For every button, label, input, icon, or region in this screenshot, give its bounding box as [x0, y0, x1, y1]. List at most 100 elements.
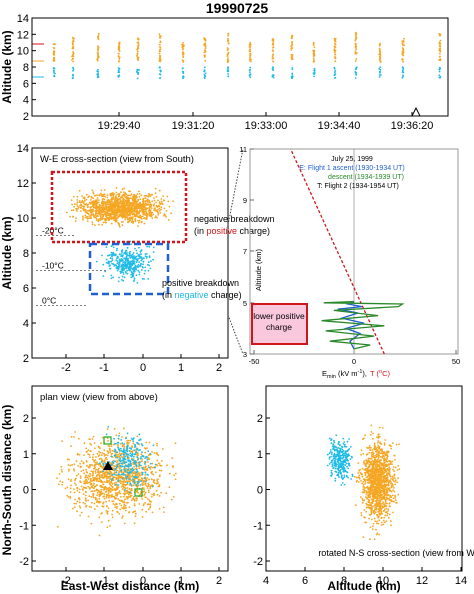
source-point [368, 451, 371, 454]
source-point [130, 197, 133, 200]
source-point [373, 448, 376, 451]
source-point [98, 454, 101, 456]
source-point [93, 442, 96, 444]
source-point [390, 478, 392, 480]
source-point [380, 486, 382, 489]
source-point [148, 255, 151, 258]
source-point [92, 456, 94, 458]
source-point [378, 436, 381, 438]
source-point [122, 194, 125, 196]
source-point [134, 446, 136, 448]
source-point [80, 511, 83, 514]
source-point [102, 483, 104, 485]
source-point [97, 76, 100, 78]
source-point [95, 456, 97, 458]
source-point [158, 495, 161, 497]
source-point [291, 44, 294, 46]
source-point [144, 465, 147, 468]
source-point [85, 478, 88, 481]
source-point [388, 502, 391, 504]
source-point [313, 67, 316, 70]
source-point [249, 68, 252, 71]
source-point [90, 470, 93, 473]
source-point [136, 480, 139, 483]
source-point [123, 478, 125, 481]
source-point [148, 478, 151, 481]
source-point [153, 199, 156, 202]
source-point [354, 42, 357, 45]
source-point [92, 494, 95, 497]
source-point [182, 77, 184, 80]
source-point [126, 246, 129, 249]
source-point [145, 211, 148, 213]
source-point [380, 479, 383, 481]
source-point [70, 445, 72, 448]
source-point [88, 453, 91, 456]
source-point [360, 512, 363, 514]
source-point [118, 480, 121, 483]
source-point [153, 204, 155, 207]
source-point [355, 74, 358, 76]
source-point [166, 195, 169, 198]
source-point [158, 463, 161, 465]
source-point [82, 205, 84, 208]
source-point [76, 210, 78, 212]
source-point [105, 258, 108, 261]
source-point [127, 469, 129, 471]
source-point [125, 271, 127, 274]
source-point [132, 511, 134, 514]
source-point [115, 481, 117, 484]
source-point [150, 496, 153, 498]
source-point [89, 483, 92, 486]
source-point [392, 485, 394, 487]
source-point [53, 71, 55, 74]
source-point [204, 59, 207, 62]
source-point [84, 494, 87, 497]
source-point [402, 44, 404, 46]
source-point [152, 481, 155, 483]
source-point [93, 502, 96, 505]
source-point [384, 500, 387, 503]
source-point [141, 458, 144, 460]
source-point [122, 273, 125, 275]
source-point [159, 464, 162, 467]
source-point [105, 212, 108, 214]
source-point [105, 500, 107, 503]
source-point [249, 48, 252, 51]
source-point [133, 503, 136, 505]
source-point [70, 199, 73, 202]
source-point [101, 213, 104, 216]
source-point [107, 212, 110, 215]
source-point [90, 199, 92, 201]
source-point [362, 485, 365, 488]
source-point [355, 48, 358, 51]
source-point [140, 217, 143, 220]
source-point [379, 51, 381, 53]
source-point [126, 440, 129, 442]
source-point [88, 495, 91, 498]
source-point [145, 202, 147, 205]
source-point [133, 498, 136, 501]
source-point [291, 34, 294, 37]
source-point [334, 51, 336, 54]
source-point [95, 484, 98, 487]
source-point [361, 467, 364, 470]
source-point [134, 214, 137, 216]
source-point [143, 477, 146, 479]
source-point [153, 197, 155, 199]
source-point [378, 466, 381, 468]
source-point [386, 514, 389, 517]
source-point [85, 481, 88, 484]
source-point [119, 442, 122, 445]
source-point [249, 71, 251, 73]
source-point [141, 208, 144, 211]
source-point [53, 70, 55, 73]
source-point [145, 455, 148, 458]
source-point [152, 466, 154, 469]
source-point [368, 480, 371, 483]
source-point [116, 463, 119, 466]
source-point [103, 495, 106, 498]
source-point [124, 498, 126, 501]
source-point [362, 478, 365, 480]
source-point [133, 267, 136, 270]
